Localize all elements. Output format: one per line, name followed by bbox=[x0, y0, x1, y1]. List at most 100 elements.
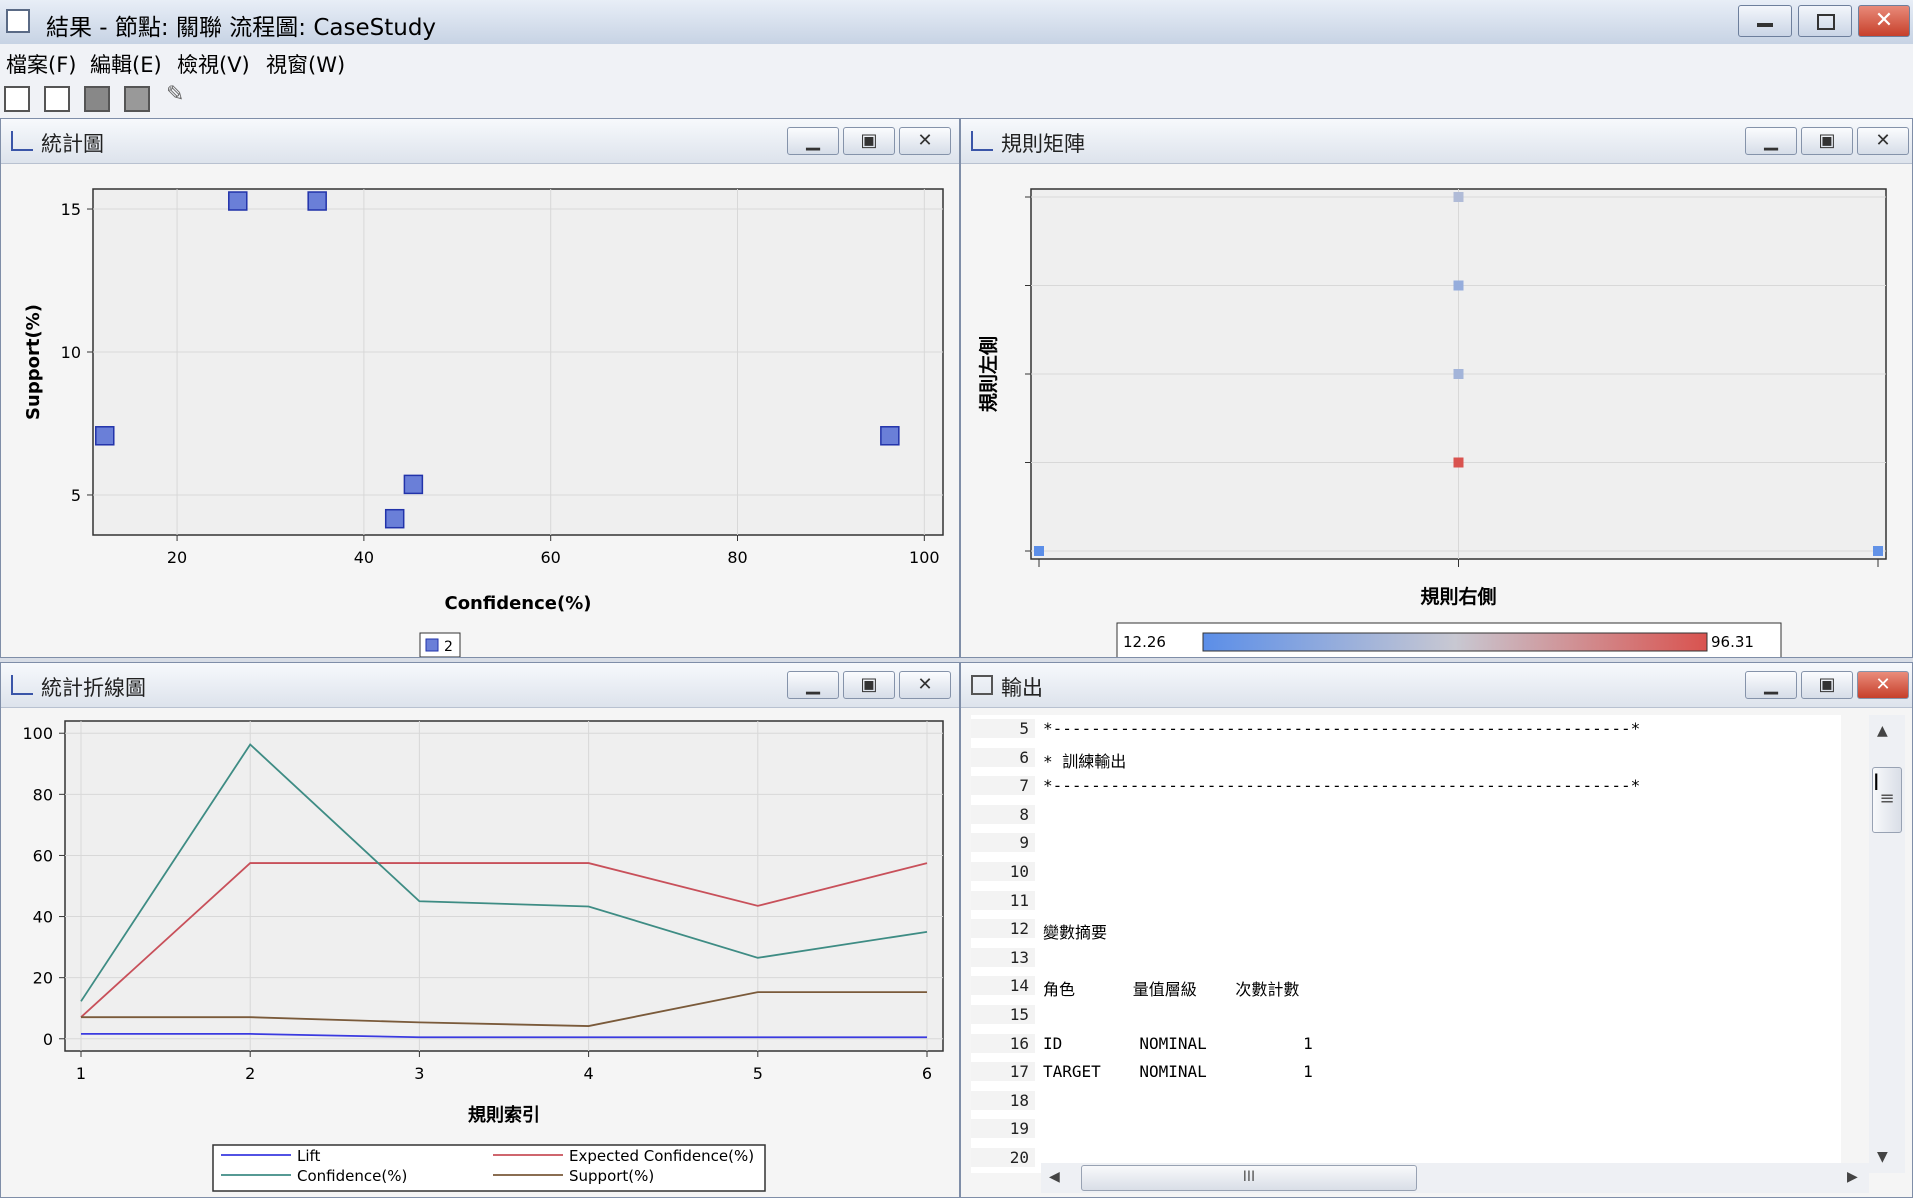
minimize-window-button[interactable] bbox=[1738, 5, 1792, 37]
panel-title: 規則矩陣 bbox=[1001, 128, 1085, 158]
line-number: 11 bbox=[971, 891, 1035, 910]
panel-maximize-button[interactable]: ▣ bbox=[843, 127, 895, 155]
panel-close-button[interactable]: ✕ bbox=[1857, 127, 1909, 155]
panel-close-button[interactable]: ✕ bbox=[899, 127, 951, 155]
line-number: 7 bbox=[971, 776, 1035, 795]
window-titlebar: 結果 - 節點: 關聯 流程圖: CaseStudy ✕ bbox=[0, 0, 1913, 45]
scatter-point bbox=[404, 475, 422, 493]
maximize-icon: ▣ bbox=[1818, 674, 1835, 695]
print-icon[interactable] bbox=[84, 86, 110, 112]
y-tick-label: 80 bbox=[33, 785, 53, 804]
line-number: 8 bbox=[971, 805, 1035, 824]
panel-minimize-button[interactable]: ▁ bbox=[787, 127, 839, 155]
panel-maximize-button[interactable]: ▣ bbox=[1801, 127, 1853, 155]
output-text-area[interactable]: 5 *--------------------------------------… bbox=[971, 715, 1841, 1173]
window-title: 結果 - 節點: 關聯 流程圖: CaseStudy bbox=[46, 8, 436, 42]
panel-line-plot: 統計折線圖 ▁ ▣ ✕ 1 2 3 4 5 6 0 20 40 60 80 100 規則索引 Lift Ex… bbox=[0, 662, 960, 1198]
line-number: 5 bbox=[971, 719, 1035, 738]
panel-close-button[interactable]: ✕ bbox=[1857, 671, 1909, 699]
text-cursor-icon: I bbox=[1873, 771, 1880, 796]
line-number: 19 bbox=[971, 1119, 1035, 1138]
close-icon: ✕ bbox=[1875, 130, 1890, 151]
menu-edit[interactable]: 編輯(E) bbox=[90, 49, 162, 79]
panel-stats-plot: 統計圖 ▁ ▣ ✕ 20 40 60 80 100 5 10 15 Confidence(%) S… bbox=[0, 118, 960, 658]
panel-rule-matrix: 規則矩陣 ▁ ▣ ✕ 規則右側 規則左側 12.26 96.31 bbox=[960, 118, 1913, 658]
legend-label: Lift bbox=[297, 1147, 321, 1165]
x-tick-label: 2 bbox=[245, 1064, 255, 1083]
x-tick-label: 3 bbox=[414, 1064, 424, 1083]
y-tick-label: 15 bbox=[61, 200, 81, 219]
legend-label: Expected Confidence(%) bbox=[569, 1147, 754, 1165]
panel-header: 統計折線圖 ▁ ▣ ✕ bbox=[1, 663, 959, 708]
matrix-cell bbox=[1873, 546, 1883, 556]
matrix-cell bbox=[1454, 369, 1464, 379]
matrix-cell bbox=[1454, 192, 1464, 202]
new-document-icon[interactable] bbox=[4, 86, 30, 112]
scroll-left-icon[interactable]: ◀ bbox=[1049, 1169, 1060, 1185]
y-tick-label: 5 bbox=[71, 486, 81, 505]
output-line: *---------------------------------------… bbox=[1043, 719, 1640, 738]
maximize-icon: ▣ bbox=[860, 130, 877, 151]
colorbar-min-label: 12.26 bbox=[1123, 633, 1166, 651]
minimize-icon: ▁ bbox=[806, 674, 820, 695]
horizontal-scroll-thumb[interactable]: III bbox=[1081, 1165, 1417, 1191]
scroll-up-icon[interactable]: ▲ bbox=[1877, 723, 1888, 739]
x-tick-label: 20 bbox=[167, 548, 187, 567]
pin-icon[interactable]: ✎ bbox=[166, 82, 192, 108]
y-tick-label: 10 bbox=[61, 343, 81, 362]
y-tick-label: 60 bbox=[33, 846, 53, 865]
panel-header: 統計圖 ▁ ▣ ✕ bbox=[1, 119, 959, 164]
menu-view[interactable]: 檢視(V) bbox=[177, 49, 250, 79]
restore-window-button[interactable] bbox=[1798, 5, 1852, 37]
x-tick-label: 6 bbox=[922, 1064, 932, 1083]
x-tick-label: 100 bbox=[909, 548, 940, 567]
x-axis-label: 規則右側 bbox=[1420, 585, 1496, 608]
output-line: ID NOMINAL 1 bbox=[1043, 1034, 1313, 1053]
panel-title: 統計折線圖 bbox=[41, 672, 146, 702]
x-tick-label: 40 bbox=[354, 548, 374, 567]
panel-maximize-button[interactable]: ▣ bbox=[1801, 671, 1853, 699]
line-number: 14 bbox=[971, 976, 1035, 995]
save-icon[interactable] bbox=[124, 86, 150, 112]
menu-window[interactable]: 視窗(W) bbox=[266, 49, 345, 79]
properties-icon[interactable] bbox=[44, 86, 70, 112]
panel-title: 輸出 bbox=[1001, 672, 1043, 702]
line-number: 17 bbox=[971, 1062, 1035, 1081]
minimize-icon: ▁ bbox=[806, 130, 820, 151]
x-tick-label: 1 bbox=[76, 1064, 86, 1083]
toolbar: ✎ bbox=[0, 80, 1913, 119]
panel-header: 輸出 ▁ ▣ ✕ bbox=[961, 663, 1912, 708]
scatter-point bbox=[386, 510, 404, 528]
x-axis-label: Confidence(%) bbox=[444, 593, 591, 614]
output-line: *---------------------------------------… bbox=[1043, 776, 1640, 795]
panel-minimize-button[interactable]: ▁ bbox=[1745, 127, 1797, 155]
minimize-icon bbox=[1757, 23, 1773, 27]
x-tick-label: 4 bbox=[584, 1064, 594, 1083]
rule-matrix-chart: 規則右側 規則左側 12.26 96.31 bbox=[961, 163, 1913, 658]
chart-icon bbox=[971, 131, 993, 151]
panel-minimize-button[interactable]: ▁ bbox=[787, 671, 839, 699]
x-tick-label: 60 bbox=[541, 548, 561, 567]
panel-close-button[interactable]: ✕ bbox=[899, 671, 951, 699]
panel-maximize-button[interactable]: ▣ bbox=[843, 671, 895, 699]
menu-file[interactable]: 檔案(F) bbox=[6, 49, 76, 79]
panel-minimize-button[interactable]: ▁ bbox=[1745, 671, 1797, 699]
close-window-button[interactable]: ✕ bbox=[1858, 5, 1910, 37]
output-line: 變數摘要 bbox=[1043, 919, 1107, 943]
scroll-right-icon[interactable]: ▶ bbox=[1847, 1169, 1858, 1185]
line-number: 10 bbox=[971, 862, 1035, 881]
restore-icon bbox=[1817, 14, 1835, 30]
legend-label: 2 bbox=[444, 639, 453, 655]
maximize-icon: ▣ bbox=[1818, 130, 1835, 151]
line-number: 20 bbox=[971, 1148, 1035, 1167]
scroll-down-icon[interactable]: ▼ bbox=[1877, 1149, 1888, 1165]
line-number: 12 bbox=[971, 919, 1035, 938]
horizontal-scrollbar[interactable]: ◀ III ▶ bbox=[1041, 1163, 1869, 1193]
line-number: 16 bbox=[971, 1034, 1035, 1053]
colorbar bbox=[1203, 633, 1707, 651]
y-tick-label: 40 bbox=[33, 908, 53, 927]
chart-icon bbox=[11, 131, 33, 151]
close-icon: ✕ bbox=[917, 130, 932, 151]
legend-label: Support(%) bbox=[569, 1167, 654, 1185]
legend-label: Confidence(%) bbox=[297, 1167, 407, 1185]
